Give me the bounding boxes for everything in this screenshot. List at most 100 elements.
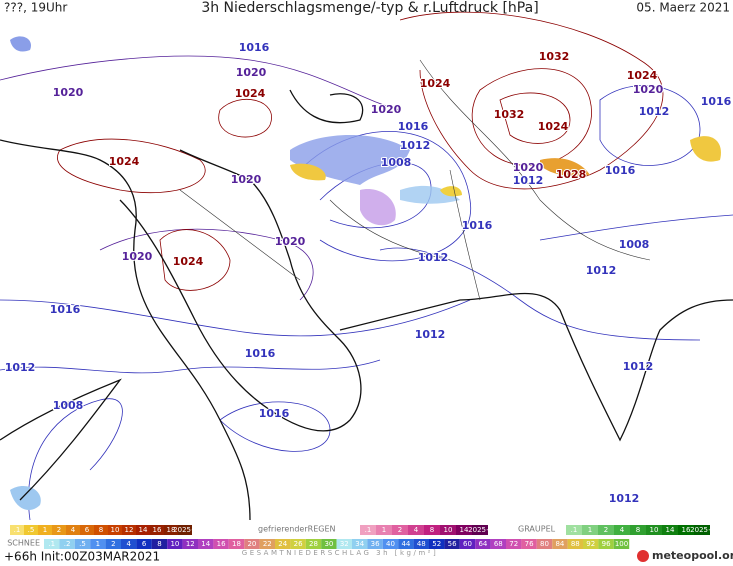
- legend-step: 44: [401, 540, 410, 548]
- legend-swatch: [490, 539, 506, 549]
- legend-step: 18: [232, 540, 241, 548]
- legend-swatch: [506, 539, 522, 549]
- isobar-label: 1012: [623, 360, 654, 373]
- legend-swatch: [382, 539, 399, 549]
- legend-step: .1: [571, 526, 578, 534]
- isobar-label: 1020: [122, 250, 153, 263]
- isobar-label: 1016: [605, 164, 636, 177]
- legend-step: 28: [309, 540, 318, 548]
- isobar-label: 1020: [371, 103, 402, 116]
- legend-step: 14: [666, 526, 675, 534]
- isobar-label: 1012: [639, 105, 670, 118]
- legend-step: 14: [139, 526, 148, 534]
- legend-step: .1: [14, 526, 21, 534]
- freezing-rain-label: gefrierenderREGEN: [258, 525, 336, 534]
- legend-step: .1: [365, 526, 372, 534]
- isobar-label: 1016: [462, 219, 493, 232]
- isobar-label: 1024: [235, 87, 266, 100]
- legend-step: 1: [588, 526, 592, 534]
- isobar-label: 1016: [245, 347, 276, 360]
- legend-step: 8: [99, 526, 103, 534]
- isobar-label: 1020: [231, 173, 262, 186]
- legend-swatch: [376, 525, 392, 535]
- legend-step: .5: [28, 526, 35, 534]
- isobar-label: 1020: [275, 235, 306, 248]
- legend-swatch: [275, 539, 291, 549]
- precipitation: [10, 36, 721, 510]
- legend-swatch: [567, 539, 583, 549]
- graupel-label: GRAUPEL: [518, 525, 556, 534]
- legend-step: 20: [247, 540, 256, 548]
- legend-step: 24: [278, 540, 287, 548]
- isobar-label: 1012: [5, 361, 36, 374]
- brand-logo: [637, 550, 649, 562]
- legend-swatch: [429, 539, 445, 549]
- legend-swatch: [259, 539, 275, 549]
- legend-swatch: [24, 525, 38, 535]
- legend-swatch: [582, 525, 598, 535]
- legend-step: 2025+: [173, 526, 197, 534]
- legend-swatch: [367, 539, 383, 549]
- legend-swatch: [321, 539, 337, 549]
- isobar-label: 1012: [400, 139, 431, 152]
- legend-swatch: [413, 539, 429, 549]
- legend-step: 32: [340, 540, 349, 548]
- isobar-label: 1032: [539, 50, 570, 63]
- legend-swatch: [151, 539, 168, 549]
- legend-step: 10: [650, 526, 659, 534]
- isobar-label: 1016: [398, 120, 429, 133]
- legend-swatch: [66, 525, 80, 535]
- isobar-label: 1012: [418, 251, 449, 264]
- isobar-label: 1020: [633, 83, 664, 96]
- legend-step: 2: [111, 540, 115, 548]
- run-info: +66h Init:00Z03MAR2021: [4, 550, 160, 564]
- legend-swatch: [80, 525, 94, 535]
- legend-step: 2: [604, 526, 608, 534]
- legend-step: 2: [398, 526, 402, 534]
- legend-swatch: [630, 525, 646, 535]
- legend-step: 6: [142, 540, 147, 548]
- legend-step: 80: [540, 540, 549, 548]
- isobar-label: 1016: [50, 303, 81, 316]
- legend-step: 4: [414, 526, 419, 534]
- legend-step: 100: [615, 540, 628, 548]
- legend-step: 84: [555, 540, 564, 548]
- snow-label: SCHNEE: [7, 539, 40, 548]
- legend-swatch: [475, 539, 491, 549]
- legend-swatch: [122, 525, 136, 535]
- legend-step: 14: [460, 526, 469, 534]
- legend-swatch: [198, 539, 214, 549]
- legend-step: 68: [494, 540, 503, 548]
- legend-step: 8: [157, 540, 161, 548]
- legend-step: 48: [417, 540, 426, 548]
- legend-step: 96: [602, 540, 611, 548]
- coastlines: [0, 59, 733, 521]
- legend-step: 4: [71, 526, 76, 534]
- total-label: GESAMTNIEDERSCHLAG 3h [kg/m²]: [242, 549, 438, 557]
- legend-step: 76: [525, 540, 534, 548]
- isobar-label: 1024: [173, 255, 204, 268]
- legend-swatch: [121, 539, 137, 549]
- legend-step: 64: [478, 540, 487, 548]
- legend-step: 2: [57, 526, 61, 534]
- isobar-label: 1012: [609, 492, 640, 505]
- legend-swatch: [178, 525, 192, 535]
- legend-step: 2025+: [468, 526, 492, 534]
- legend-step: 1: [96, 540, 100, 548]
- legend-swatch: [38, 525, 52, 535]
- legend-swatch: [472, 525, 488, 535]
- isobar-label: 1012: [586, 264, 617, 277]
- legend-step: 36: [371, 540, 380, 548]
- legend-swatch: [613, 539, 630, 549]
- legend-step: 4: [620, 526, 625, 534]
- legend-swatch: [456, 525, 472, 535]
- isobar-label: 1032: [494, 108, 525, 121]
- legend-step: 56: [448, 540, 457, 548]
- legend-swatch: [164, 525, 178, 535]
- legend-step: 16: [682, 526, 691, 534]
- legend-swatch: [182, 539, 198, 549]
- isobar-label: 1024: [627, 69, 658, 82]
- legend-swatch: [408, 525, 424, 535]
- legend-swatch: [44, 539, 60, 549]
- map-title: 3h Niederschlagsmenge/-typ & r.Luftdruck…: [201, 0, 538, 16]
